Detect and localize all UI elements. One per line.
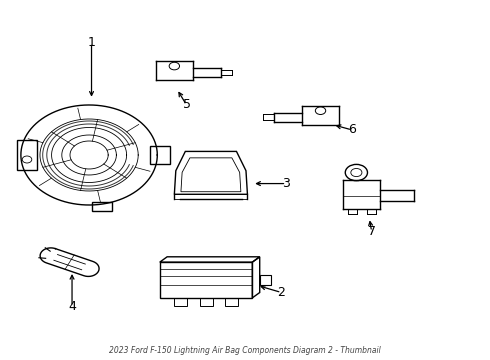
Text: 7: 7 — [368, 225, 376, 238]
Text: 2023 Ford F-150 Lightning Air Bag Components Diagram 2 - Thumbnail: 2023 Ford F-150 Lightning Air Bag Compon… — [109, 346, 381, 355]
Text: 5: 5 — [183, 99, 191, 112]
Text: 3: 3 — [282, 177, 291, 190]
Text: 6: 6 — [348, 123, 356, 136]
Text: 4: 4 — [68, 300, 76, 313]
Text: 1: 1 — [88, 36, 96, 49]
Text: 2: 2 — [278, 286, 286, 299]
